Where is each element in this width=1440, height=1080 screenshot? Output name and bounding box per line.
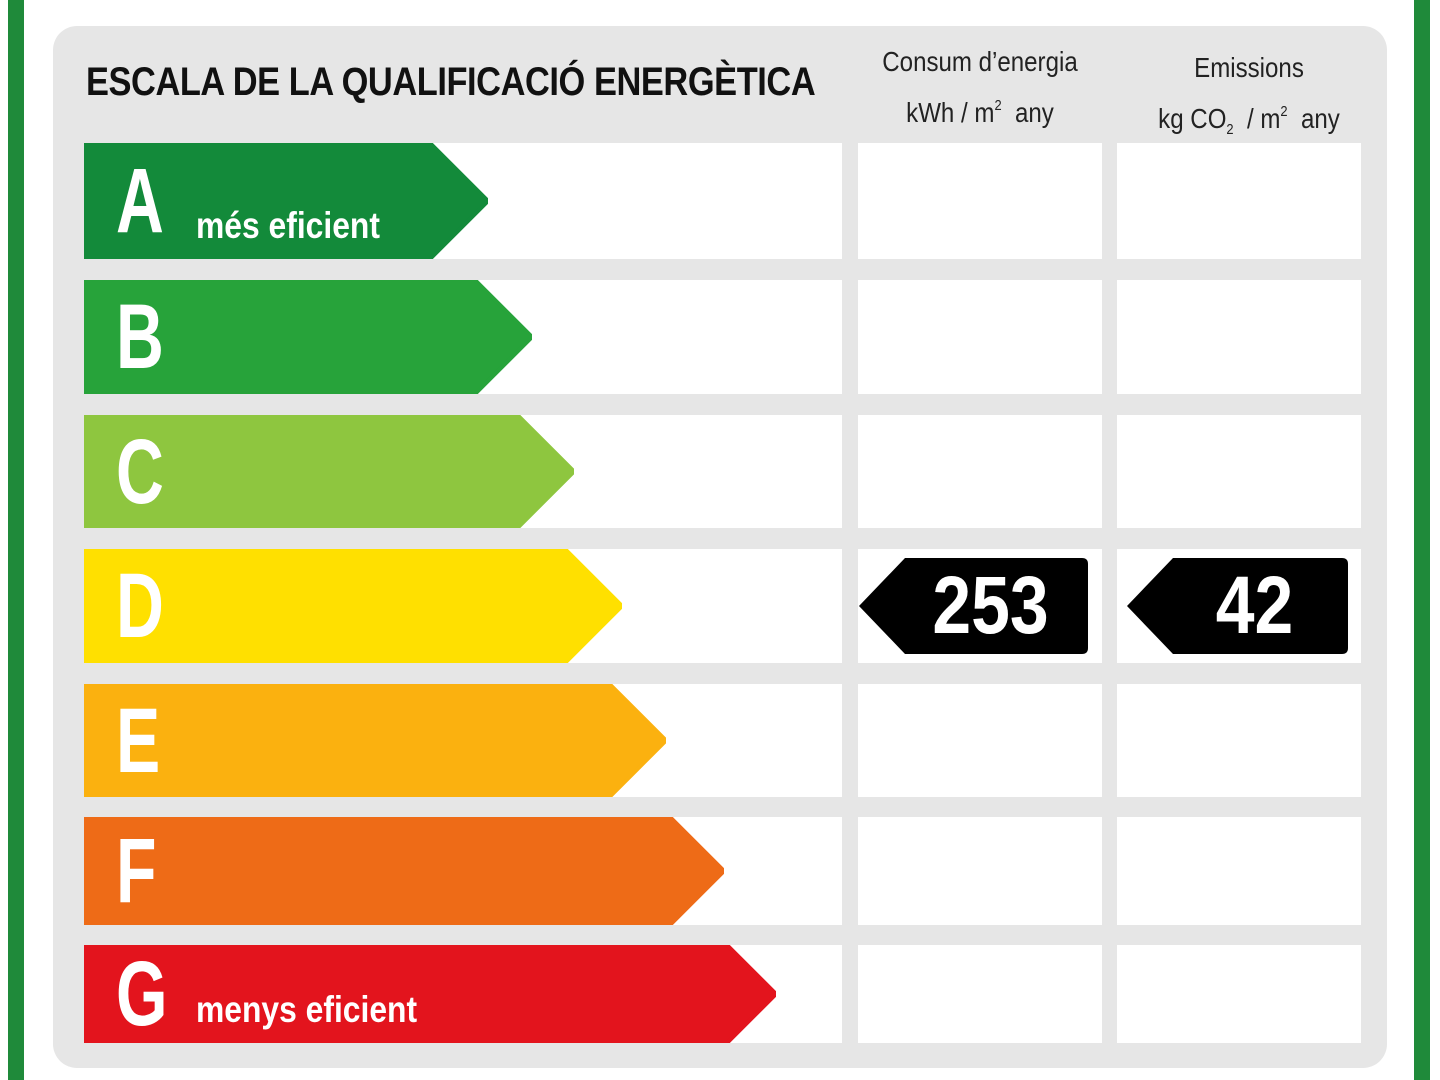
energy-cell-e bbox=[858, 684, 1102, 797]
energy-result-badge: 253 bbox=[859, 558, 1088, 654]
rating-letter: E bbox=[116, 689, 161, 792]
rating-letter: G bbox=[116, 943, 168, 1045]
energy-cell-a bbox=[858, 143, 1102, 259]
rating-letter: A bbox=[116, 150, 164, 252]
energy-cell-c bbox=[858, 415, 1102, 528]
label-title: ESCALA DE LA QUALIFICACIÓ ENERGÈTICA bbox=[86, 60, 816, 104]
energy-column-unit: kWh / m2 any bbox=[906, 97, 1054, 128]
emissions-cell-c bbox=[1117, 415, 1361, 528]
frame-right-border bbox=[1414, 0, 1430, 1080]
energy-cell-f bbox=[858, 817, 1102, 925]
rating-arrow-c: C bbox=[84, 415, 574, 528]
rating-sublabel: més eficient bbox=[196, 205, 380, 246]
badge-value: 42 bbox=[1215, 560, 1294, 651]
rating-letter: B bbox=[116, 286, 164, 388]
emissions-cell-f bbox=[1117, 817, 1361, 925]
energy-column-header: Consum d’energia kWh / m2 any bbox=[875, 40, 1085, 135]
rating-arrow-e: E bbox=[84, 684, 666, 797]
rating-sublabel: menys eficient bbox=[196, 989, 418, 1030]
rating-letter: F bbox=[116, 820, 157, 922]
rating-arrow-d: D bbox=[84, 549, 622, 663]
emissions-column-unit: kg CO2 / m2 any bbox=[1158, 103, 1340, 138]
emissions-result-badge: 42 bbox=[1127, 558, 1348, 654]
rating-arrow-f: F bbox=[84, 817, 724, 925]
frame-left-border bbox=[8, 0, 24, 1080]
emissions-cell-a bbox=[1117, 143, 1361, 259]
energy-column-label: Consum d’energia bbox=[882, 46, 1078, 77]
rating-arrow-b: B bbox=[84, 280, 532, 394]
rating-letter: D bbox=[116, 555, 164, 657]
emissions-cell-g bbox=[1117, 945, 1361, 1043]
rating-letter: C bbox=[116, 420, 164, 523]
emissions-column-label: Emissions bbox=[1194, 52, 1304, 83]
emissions-column-header: Emissions kg CO2 / m2 any bbox=[1135, 46, 1362, 152]
emissions-cell-b bbox=[1117, 280, 1361, 394]
energy-cell-b bbox=[858, 280, 1102, 394]
badge-value: 253 bbox=[932, 560, 1049, 651]
energy-cell-g bbox=[858, 945, 1102, 1043]
emissions-cell-e bbox=[1117, 684, 1361, 797]
